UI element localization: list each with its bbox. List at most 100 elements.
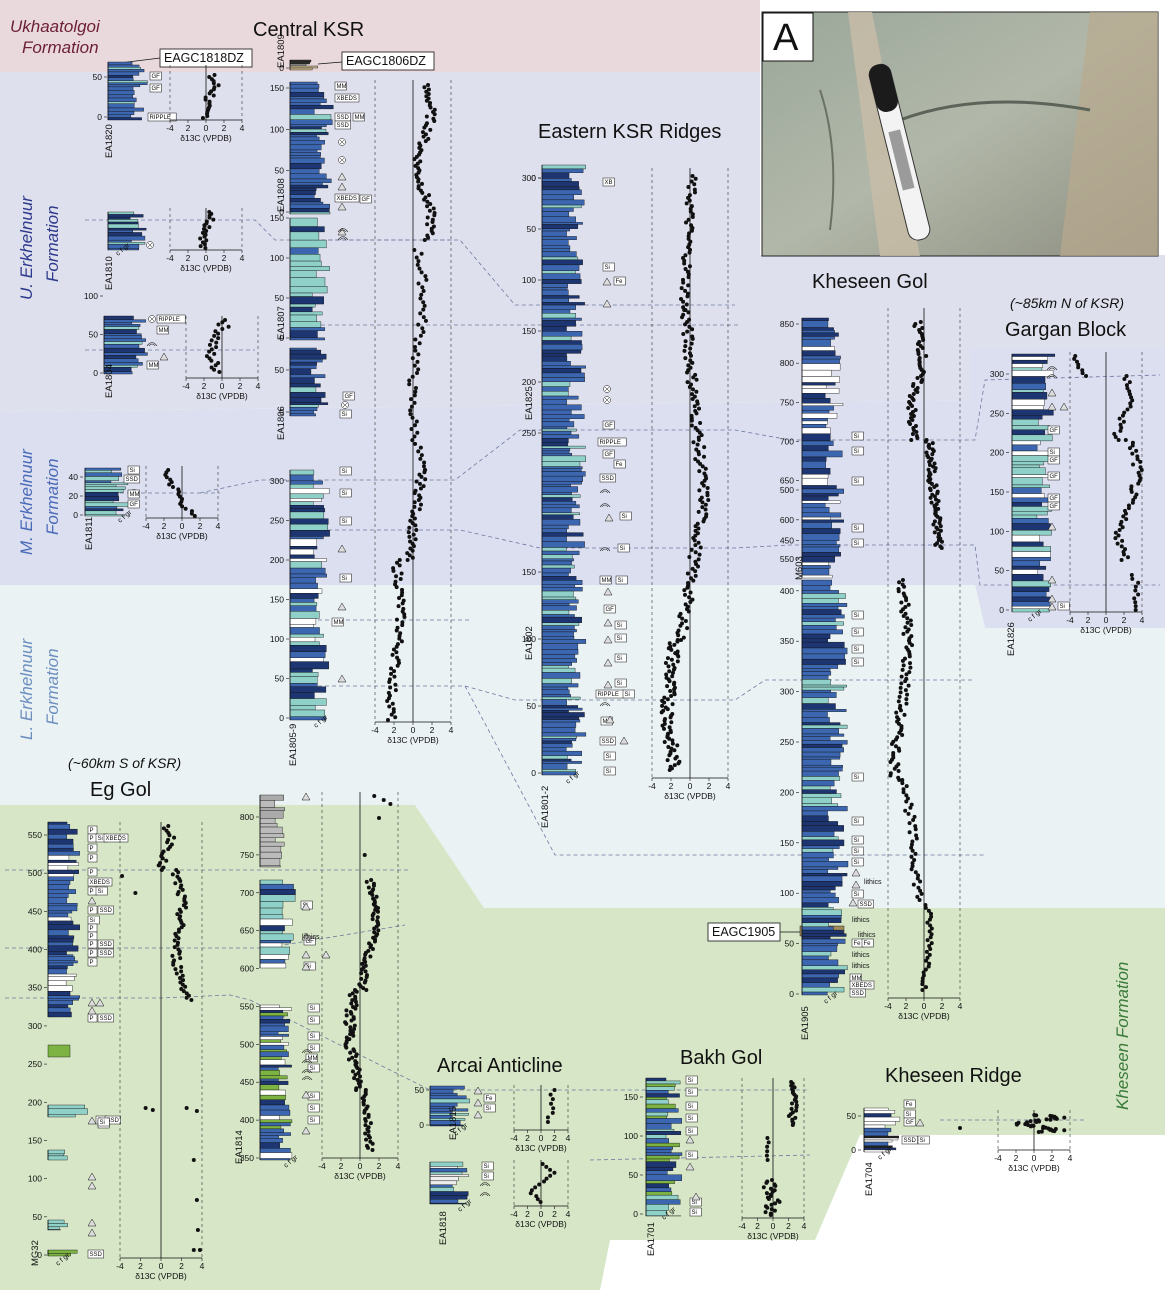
- data-point: [161, 826, 166, 831]
- sedimentary-symbol-label: Si: [854, 819, 859, 825]
- strat-bed: [289, 483, 314, 489]
- data-point: [794, 1105, 799, 1110]
- strat-bed: [541, 528, 567, 533]
- sedimentary-symbol-box: [1047, 455, 1060, 465]
- strat-bed: [289, 128, 327, 133]
- data-point: [682, 348, 687, 353]
- data-point: [898, 685, 903, 690]
- strat-bed: [47, 1004, 69, 1009]
- data-point: [766, 1140, 771, 1145]
- data-point: [423, 477, 428, 482]
- strat-bed: [289, 98, 327, 103]
- x-tick-label: -4: [648, 781, 656, 791]
- data-point: [172, 945, 177, 950]
- data-point: [412, 393, 417, 398]
- data-point: [418, 445, 423, 450]
- sedimentary-symbol-label: P: [90, 889, 94, 895]
- stromatolite-icon: [301, 1076, 313, 1081]
- sedimentary-symbol-box: [97, 905, 114, 915]
- strat-bed: [801, 803, 839, 807]
- scale-tick-label: 350: [28, 983, 42, 993]
- data-point: [693, 573, 698, 578]
- strat-bed: [1011, 560, 1040, 567]
- strat-bed: [541, 455, 586, 462]
- scale-tick-label: 650: [780, 476, 794, 486]
- strat-bed: [645, 1138, 669, 1144]
- strat-bed: [541, 448, 571, 452]
- gargan-block-title: Gargan Block: [1005, 319, 1127, 341]
- strat-bed: [47, 1007, 71, 1013]
- strat-bed: [1011, 474, 1051, 478]
- strat-bed: [289, 618, 317, 625]
- strat-bed: [289, 226, 325, 233]
- scale-tick-label: 450: [780, 535, 794, 545]
- data-point: [422, 238, 427, 242]
- data-point: [701, 454, 706, 459]
- strat-bed: [289, 641, 320, 646]
- data-point: [903, 679, 908, 684]
- data-point: [672, 692, 677, 697]
- strat-bed: [107, 67, 141, 70]
- x-axis-label: δ13C (VPDB): [180, 263, 232, 273]
- data-point: [691, 440, 696, 445]
- strat-bed: [645, 1183, 669, 1189]
- data-point: [359, 967, 364, 972]
- strat-bed: [801, 889, 831, 894]
- data-point: [344, 1013, 349, 1018]
- strat-bed: [1011, 477, 1043, 486]
- eastern-ksr-title: Eastern KSR Ridges: [538, 121, 721, 143]
- strat-column: [863, 1107, 901, 1153]
- stromatolite-icon: [599, 547, 611, 552]
- chert-nodule-icon: [1047, 388, 1057, 397]
- data-point: [908, 618, 913, 623]
- strat-bed: [541, 694, 571, 698]
- section-name: EA1810: [104, 256, 115, 290]
- data-point: [689, 418, 694, 423]
- scale-tick-label: 50: [275, 674, 285, 684]
- strat-bed: [289, 108, 315, 115]
- lithics-label: lithics: [302, 934, 320, 941]
- x-tick-label: -4: [142, 521, 150, 531]
- strat-bed: [801, 881, 843, 887]
- data-point: [909, 622, 914, 627]
- correlation-line: [199, 374, 1161, 494]
- strat-bed: [801, 398, 831, 404]
- data-point: [1113, 530, 1118, 535]
- strat-bed: [1011, 601, 1051, 607]
- strat-bed: [801, 943, 838, 947]
- strat-bed: [47, 897, 68, 904]
- strat-bed: [84, 482, 129, 486]
- sedimentary-symbol-label: MM: [355, 115, 365, 121]
- data-point: [689, 179, 694, 184]
- strat-bed: [289, 260, 322, 267]
- data-point: [417, 341, 422, 346]
- strat-bed: [541, 336, 572, 341]
- strat-bed: [801, 433, 831, 442]
- strat-bed: [47, 954, 74, 957]
- strat-bed: [259, 889, 296, 895]
- data-point: [173, 967, 178, 972]
- data-point: [391, 647, 396, 652]
- strat-bed: [541, 481, 582, 485]
- sedimentary-symbol-label: Si: [688, 1129, 693, 1135]
- strat-bed: [429, 1166, 458, 1169]
- strat-bed: [289, 392, 326, 398]
- strat-bed: [429, 1098, 470, 1104]
- strat-bed: [289, 480, 323, 485]
- data-point: [909, 867, 914, 872]
- scale-tick-label: 700: [240, 888, 254, 898]
- x-tick-label: 2: [222, 123, 227, 133]
- scale-tick-label: 0: [279, 63, 284, 73]
- data-point: [350, 991, 355, 996]
- data-point: [198, 236, 203, 241]
- data-point: [178, 879, 183, 884]
- data-point: [192, 514, 197, 518]
- data-point: [387, 704, 392, 709]
- strat-bed: [1011, 363, 1043, 368]
- strat-bed: [801, 317, 829, 321]
- sedimentary-symbol-label: Si: [310, 1046, 315, 1052]
- strat-bed: [103, 355, 137, 359]
- data-point: [348, 1032, 353, 1037]
- strat-bed: [541, 172, 570, 179]
- data-point: [416, 259, 421, 264]
